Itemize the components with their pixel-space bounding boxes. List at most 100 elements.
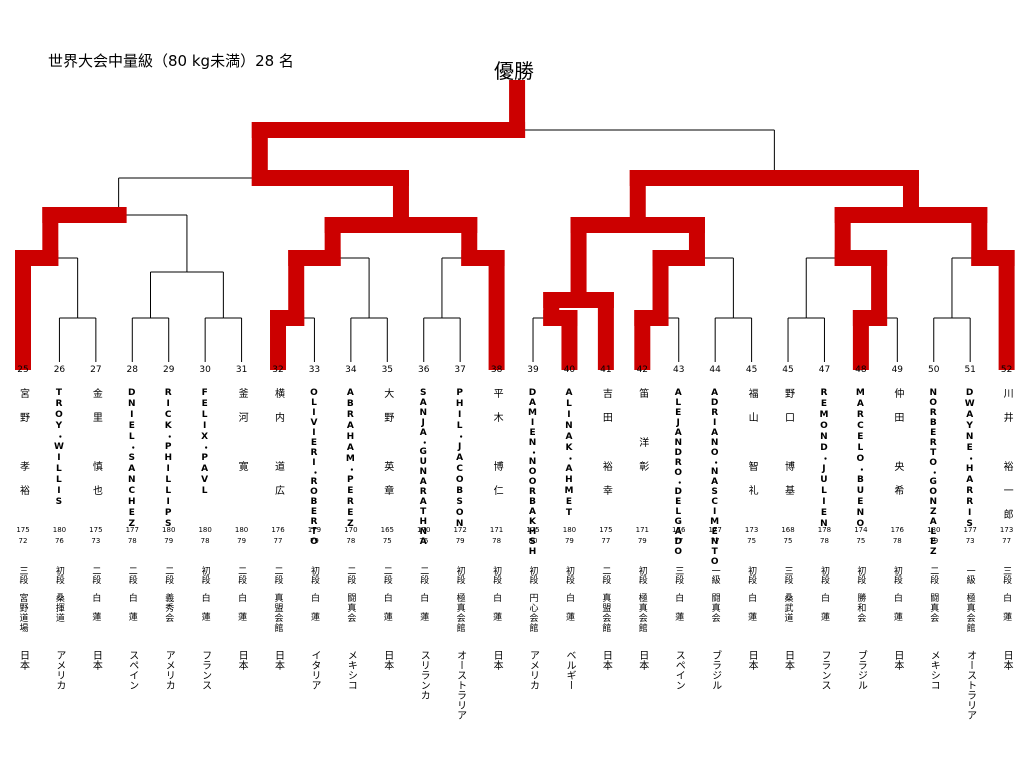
player-number: 27 (90, 365, 102, 375)
player-weight: 72 (18, 537, 28, 545)
player-dojo: 闘真会 (709, 593, 720, 623)
player-country: オーストラリア (964, 650, 976, 720)
player-rank: 三段 (17, 566, 28, 584)
player-country: メキシコ (345, 650, 357, 690)
player-number: 28 (126, 365, 139, 375)
player-weight: 79 (237, 537, 247, 545)
player-rank: 三段 (782, 566, 793, 584)
player-height: 177 (963, 526, 977, 534)
player-number: 44 (709, 365, 721, 375)
player-weight: 75 (747, 537, 757, 545)
player-number: 45 (745, 365, 758, 375)
player-number: 33 (308, 365, 321, 375)
player-country: 日本 (782, 650, 794, 670)
player-height: 179 (307, 526, 322, 534)
player-dojo: 桑武道 (782, 593, 793, 623)
player-height: 176 (271, 526, 285, 534)
player-name: RICK・PHILLIPS (163, 388, 174, 530)
player-country: 日本 (636, 650, 648, 670)
player-number: 43 (673, 365, 685, 375)
player-country: 日本 (746, 650, 758, 670)
player-country: ブラジル (855, 650, 867, 690)
player-dojo: 真盟会館 (600, 593, 611, 633)
player-rank: 二段 (163, 566, 174, 584)
player-rank: 初段 (855, 566, 866, 584)
player-name: PHIL・JACOBSON (454, 388, 465, 530)
player-height: 168 (781, 526, 795, 534)
player-name: 野口 博基 (782, 388, 794, 509)
champion-label: 優勝 (494, 59, 534, 83)
player-country: イタリア (308, 650, 320, 690)
player-country: 日本 (17, 650, 29, 670)
player-dojo: 義秀会 (163, 593, 174, 623)
player-rank: 二段 (272, 566, 283, 584)
player-country: アメリカ (527, 650, 539, 690)
player-weight: 78 (127, 537, 137, 545)
player-rank: 二段 (236, 566, 247, 584)
player-height: 175 (16, 526, 30, 534)
player-country: 日本 (491, 650, 503, 670)
player-weight: 75 (856, 537, 866, 545)
player-name: SANJA・GUNARATHNA (418, 388, 429, 547)
player-name: 宮野 孝裕 (17, 388, 29, 509)
player-dojo: 白蓮 (126, 593, 137, 631)
player-height: 176 (890, 526, 904, 534)
player-country: 日本 (236, 650, 248, 670)
player-height: 174 (854, 526, 868, 534)
player-country: 日本 (600, 650, 612, 670)
player-rank: 三段 (673, 566, 684, 584)
player-height: 178 (817, 526, 832, 534)
player-number: 30 (199, 365, 211, 375)
player-dojo: 白蓮 (381, 593, 392, 631)
player-height: 175 (599, 526, 613, 534)
player-country: スペイン (126, 650, 138, 690)
player-height: 171 (635, 526, 649, 534)
player-rank: 一級 (964, 566, 975, 584)
player-height: 180 (562, 526, 577, 534)
player-number: 31 (235, 365, 248, 375)
player-name: DNIEL・SANCHEZ (126, 388, 137, 530)
player-country: 日本 (272, 650, 284, 670)
player-number: 45 (782, 365, 794, 375)
player-dojo: 白蓮 (236, 593, 247, 631)
player-height: 176 (672, 526, 686, 534)
player-number: 32 (272, 365, 284, 375)
player-dojo: 極真会館 (636, 593, 647, 633)
player-weight: 78 (346, 537, 356, 545)
player-height: 180 (162, 526, 176, 534)
player-name: DWAYNE・HARRIS (964, 388, 975, 530)
player-height: 171 (489, 526, 504, 534)
player-country: ベルギー (563, 650, 575, 690)
player-name: OLIVIERI・ROBERTO (308, 388, 319, 547)
player-weight: 77 (710, 537, 720, 545)
player-dojo: 闘真会 (345, 593, 356, 623)
player-country: 日本 (1001, 650, 1013, 670)
player-weight: 77 (1002, 537, 1012, 545)
player-height: 180 (234, 526, 249, 534)
player-dojo: 白蓮 (90, 593, 101, 631)
player-name: 笛 洋彰 (636, 388, 648, 485)
player-name: ALEJANDRO・DELGADO (673, 388, 684, 557)
player-country: メキシコ (928, 650, 940, 690)
player-weight: 73 (965, 537, 975, 545)
player-country: オーストラリア (454, 650, 466, 720)
player-number: 41 (600, 365, 612, 375)
player-rank: 二段 (90, 566, 101, 584)
player-name: 福山 智礼 (746, 388, 758, 509)
player-name: 平木 博仁 (491, 388, 503, 509)
player-weight: 73 (91, 537, 101, 545)
player-name: FELIX・PAVL (199, 388, 210, 497)
player-rank: 初段 (818, 566, 829, 584)
player-name: 釜河 寛 (236, 388, 248, 485)
player-number: 51 (964, 365, 976, 375)
player-country: 日本 (90, 650, 102, 670)
player-weight: 78 (819, 537, 829, 545)
player-name: NORBERTO・GONZALEZ (928, 388, 939, 557)
player-dojo: 白蓮 (746, 593, 757, 631)
player-weight: 78 (892, 537, 902, 545)
player-number: 52 (1000, 365, 1013, 375)
player-number: 47 (818, 365, 831, 375)
player-weight: 79 (309, 537, 319, 545)
